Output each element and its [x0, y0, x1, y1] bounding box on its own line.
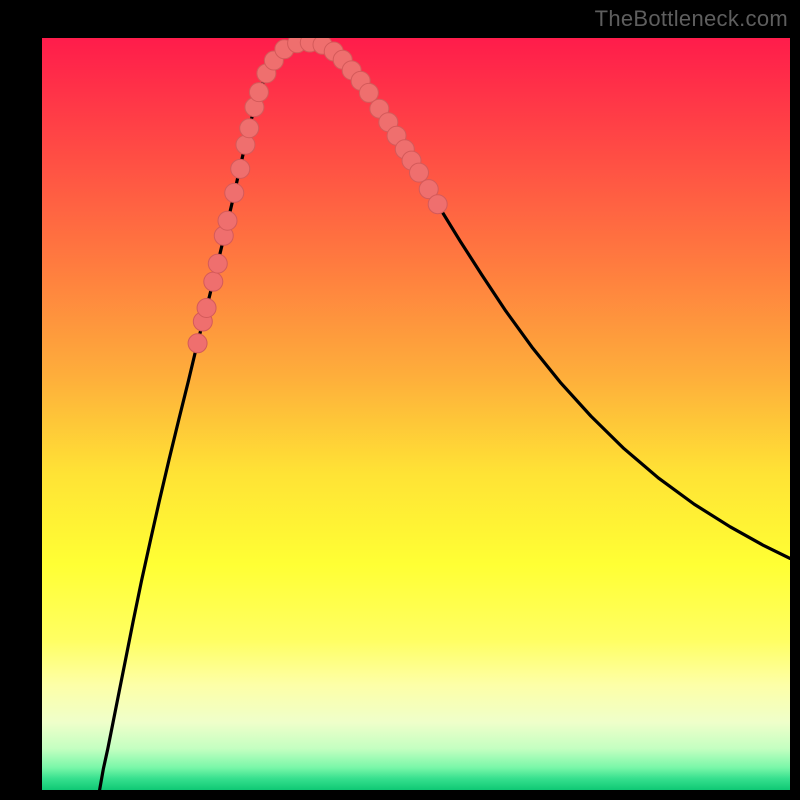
marker-dot: [231, 159, 250, 178]
marker-dot: [204, 272, 223, 291]
marker-dot: [428, 195, 447, 214]
marker-dot: [236, 135, 255, 154]
marker-dot: [240, 119, 259, 138]
v-curve: [100, 42, 790, 790]
chart-svg: [0, 0, 800, 800]
marker-dot: [218, 211, 237, 230]
marker-dot: [409, 163, 428, 182]
marker-dot: [225, 183, 244, 202]
marker-dot: [197, 298, 216, 317]
watermark-text: TheBottleneck.com: [595, 6, 788, 32]
marker-dot: [249, 83, 268, 102]
marker-dot: [208, 254, 227, 273]
marker-dot: [188, 334, 207, 353]
